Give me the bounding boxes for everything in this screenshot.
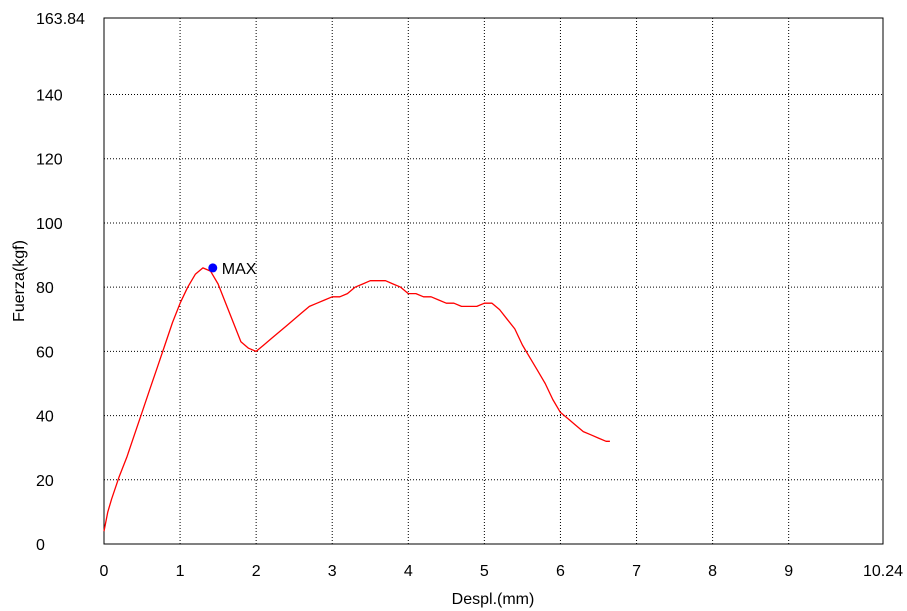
x-axis-title: Despl.(mm) <box>452 591 535 608</box>
x-tick-label: 3 <box>328 563 337 580</box>
series-line <box>103 267 610 532</box>
y-tick-label: 60 <box>36 344 54 361</box>
y-tick-label: 20 <box>36 473 54 490</box>
y-tick-label: 0 <box>36 537 45 554</box>
data-series <box>103 267 610 532</box>
x-tick-label: 0 <box>100 563 109 580</box>
y-tick-label: 120 <box>36 152 63 169</box>
x-tick-label: 4 <box>404 563 413 580</box>
annotations: MAX <box>208 261 257 278</box>
x-tick-label: 1 <box>176 563 185 580</box>
y-axis-title: Fuerza(kgf) <box>11 240 28 322</box>
y-tick-label: 80 <box>36 280 54 297</box>
y-tick-label: 163.84 <box>36 11 85 28</box>
max-point-marker <box>208 263 218 273</box>
plot-frame <box>103 17 884 545</box>
x-tick-label: 8 <box>708 563 717 580</box>
x-tick-label: 5 <box>480 563 489 580</box>
grid-lines <box>104 18 883 544</box>
max-point-label: MAX <box>222 261 257 278</box>
x-tick-label: 2 <box>252 563 261 580</box>
y-tick-label: 140 <box>36 88 63 105</box>
x-tick-label: 10.24 <box>863 563 903 580</box>
x-tick-label: 6 <box>556 563 565 580</box>
x-tick-label: 7 <box>632 563 641 580</box>
y-tick-label: 100 <box>36 216 63 233</box>
x-tick-labels: 0 1 2 3 4 5 6 7 8 9 10.24 <box>100 563 904 580</box>
plot-area <box>104 18 883 544</box>
y-tick-label: 40 <box>36 409 54 426</box>
y-tick-labels: 0 20 40 60 80 100 120 140 163.84 <box>36 11 85 554</box>
x-tick-label: 9 <box>784 563 793 580</box>
